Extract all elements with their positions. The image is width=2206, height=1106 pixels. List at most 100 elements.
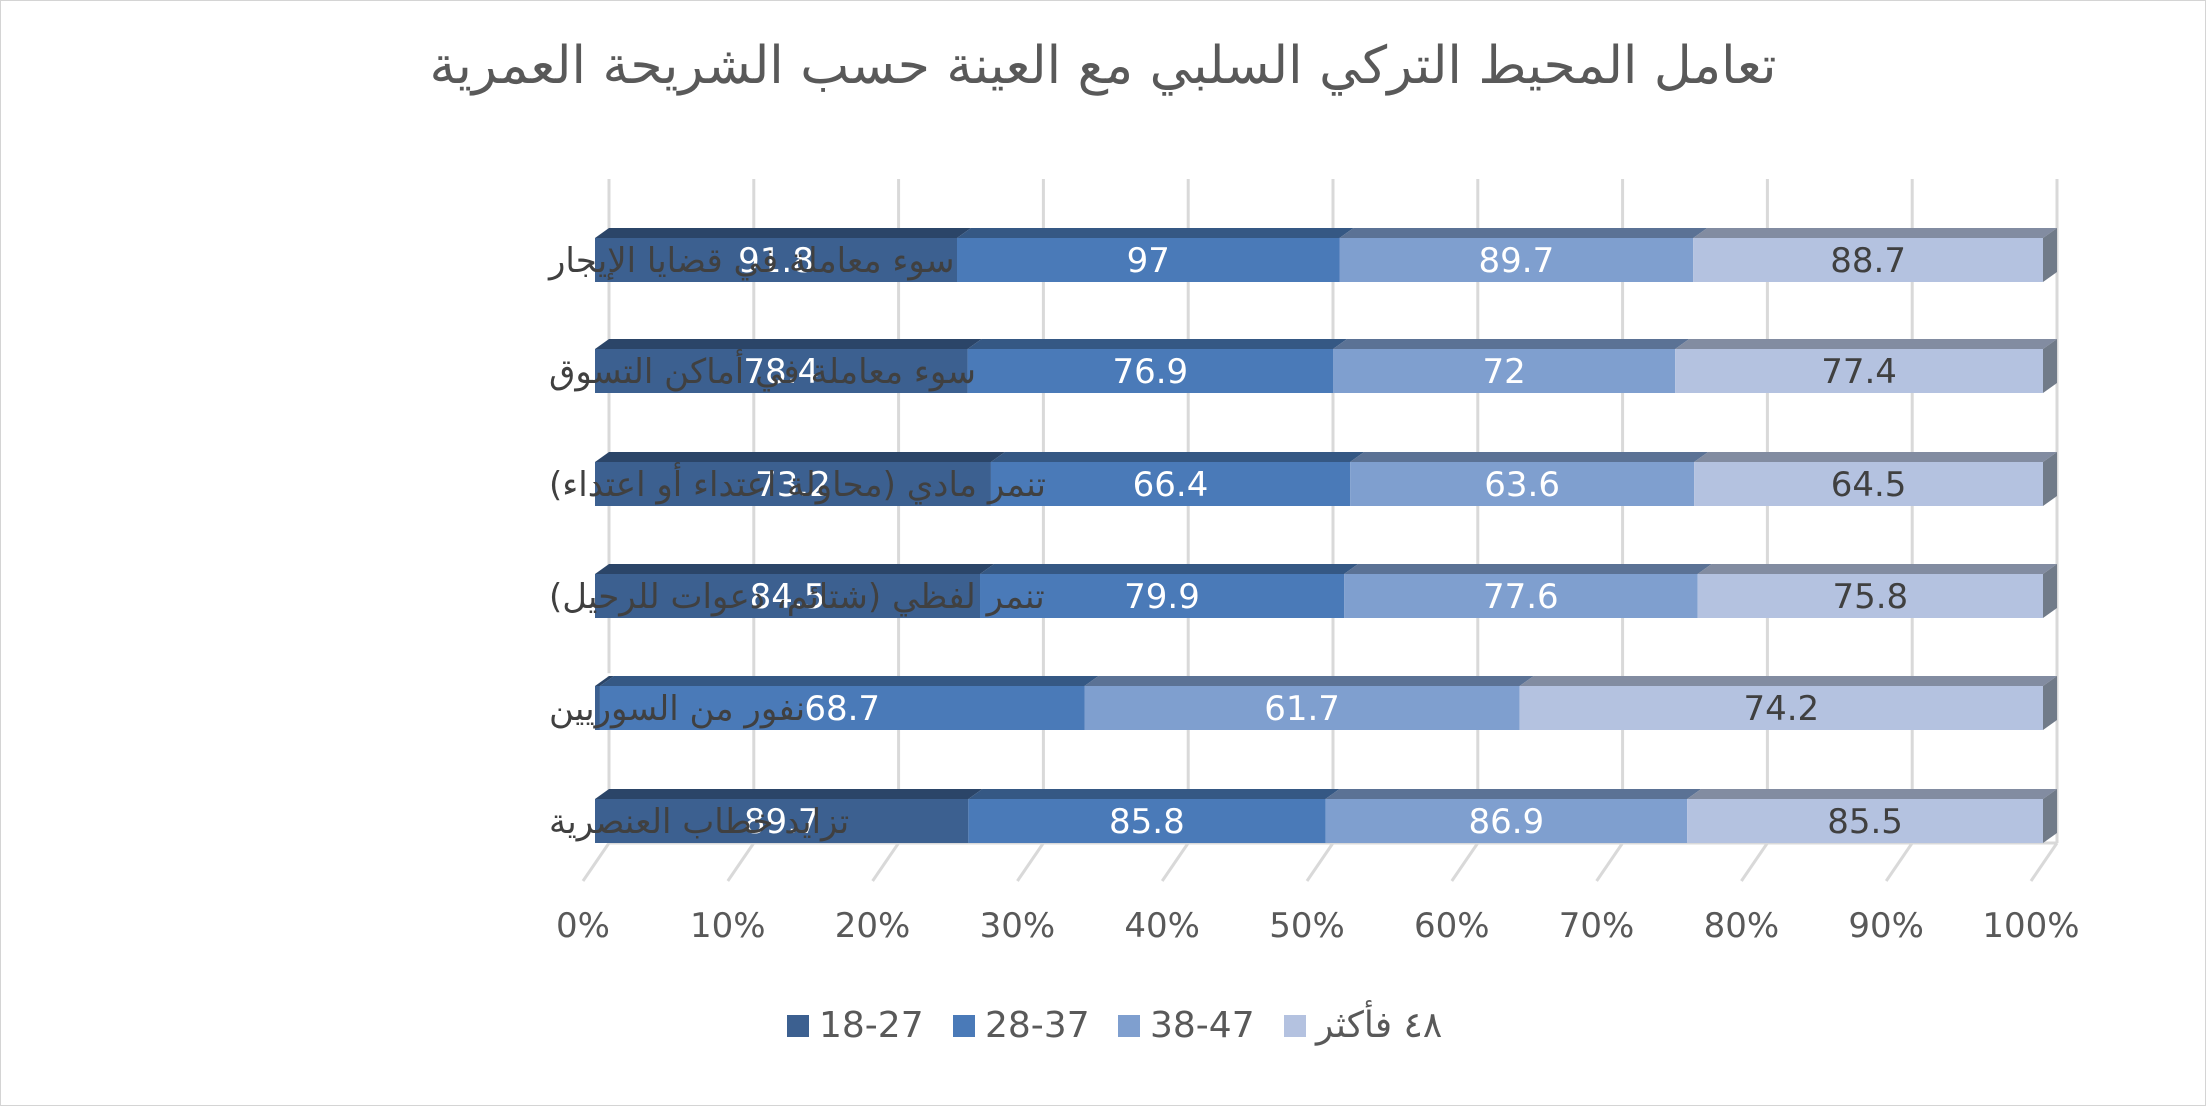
- data-label: 74.2: [1743, 689, 1819, 729]
- bar-segment-top: [1084, 676, 1534, 686]
- grid-floor-line: [1595, 842, 1624, 882]
- bar-side-face: [2043, 564, 2057, 618]
- legend: 18-27 28-37 38-47 ٤٨ فأكثر: [787, 1000, 1442, 1046]
- bar-segment-top: [595, 789, 983, 799]
- legend-swatch: [953, 1015, 975, 1037]
- data-label: 88.7: [1830, 241, 1906, 281]
- bar-segment: [595, 799, 969, 843]
- bar-segment-top: [968, 789, 1340, 799]
- grid-floor-line: [581, 842, 611, 882]
- bar-segment: [1339, 238, 1694, 282]
- x-tick-labels: 0% 10% 20% 30% 40% 50% 60% 70% 80% 90% 100%: [556, 906, 2080, 946]
- bar-side-face: [2043, 452, 2057, 506]
- category-label: تنمر لفظي (شتائم، دعوات للرحيل): [549, 577, 1045, 617]
- data-label: 63.6: [1484, 465, 1560, 505]
- bar-segment-top: [957, 228, 1354, 238]
- grid-floor-line: [871, 842, 900, 882]
- legend-swatch: [787, 1015, 809, 1037]
- bar-segment-top: [1687, 789, 2057, 799]
- x-tick-label: 30%: [980, 906, 1056, 946]
- x-tick-label: 70%: [1559, 906, 1635, 946]
- bar-segment: [595, 349, 968, 393]
- legend-item: 38-47: [1118, 1005, 1255, 1046]
- bar-segment: [595, 238, 957, 282]
- bar-segment-top: [990, 452, 1365, 462]
- legend-label: 28-37: [985, 1005, 1090, 1046]
- x-tick-label: 20%: [835, 906, 911, 946]
- bar-segment-top: [595, 564, 995, 574]
- bar-segment: [967, 349, 1334, 393]
- bar-segment: [1687, 799, 2043, 843]
- legend-swatch: [1118, 1015, 1140, 1037]
- bar-segment-top: [1675, 339, 2057, 349]
- data-label: 68.7: [804, 689, 880, 729]
- data-label: 84.5: [750, 577, 826, 617]
- bar-segment: [1675, 349, 2043, 393]
- legend-swatch: [1284, 1015, 1306, 1037]
- legend-item: ٤٨ فأكثر: [1284, 1000, 1442, 1046]
- data-label: 86.9: [1468, 802, 1544, 842]
- bar-segment-top: [1697, 564, 2057, 574]
- bar-segment-top: [1344, 564, 1712, 574]
- bar-segment: [1350, 462, 1695, 506]
- bar-segment-top: [1519, 676, 2057, 686]
- bar-segment-top: [1339, 228, 1708, 238]
- data-label: 89.7: [1479, 241, 1555, 281]
- bar-side-face: [2043, 228, 2057, 282]
- x-tick-label: 100%: [1982, 906, 2079, 946]
- chart-title: تعامل المحيط التركي السلبي مع العينة حسب…: [429, 36, 1776, 96]
- data-label: 72: [1482, 352, 1525, 392]
- category-label: سوء معاملة في قضايا الإيجار: [547, 241, 954, 281]
- bar-segment-top: [1325, 789, 1702, 799]
- bar-segment-top: [599, 676, 1099, 686]
- grid-floor-line: [2029, 842, 2059, 882]
- grid-floor-line: [1305, 842, 1335, 882]
- data-label: 79.9: [1124, 577, 1200, 617]
- x-tick-label: 90%: [1848, 906, 1924, 946]
- bar-segment: [1333, 349, 1676, 393]
- bar-segment-top: [595, 228, 971, 238]
- bar-segment-top: [595, 452, 1005, 462]
- grid-floor-line: [1016, 842, 1045, 882]
- data-label: 85.5: [1827, 802, 1903, 842]
- bar-segment: [1325, 799, 1688, 843]
- legend-item: 28-37: [953, 1005, 1090, 1046]
- bar-segment: [1344, 574, 1698, 618]
- category-label: تنمر مادي (محاولة اعتداء أو اعتداء): [549, 462, 1046, 505]
- gridlines: [581, 179, 2059, 882]
- category-label: سوء معاملة في أماكن التسوق: [549, 349, 976, 392]
- data-label: 66.4: [1133, 465, 1209, 505]
- bar-segment-top: [980, 564, 1359, 574]
- data-label: 75.8: [1832, 577, 1908, 617]
- category-label: تزايد خطاب العنصرية: [549, 802, 849, 842]
- bar-segment: [1519, 686, 2043, 730]
- legend-item: 18-27: [787, 1005, 924, 1046]
- bar-segment-top: [1694, 452, 2057, 462]
- bar-side-face: [2043, 789, 2057, 843]
- data-label: 77.4: [1821, 352, 1897, 392]
- bar-segment: [1697, 574, 2043, 618]
- bar-segment: [599, 686, 1085, 730]
- data-label: 91.8: [738, 241, 814, 281]
- x-tick-label: 40%: [1124, 906, 1200, 946]
- bars: 91.8 97 89.7 88.7 78.4 76.9 72 77.4 73.2 66.4 63.6…: [595, 228, 2057, 843]
- grid-floor-line: [1740, 842, 1769, 882]
- x-tick-label: 0%: [556, 906, 610, 946]
- category-labels: سوء معاملة في قضايا الإيجار سوء معاملة في…: [547, 241, 1046, 842]
- bar-segment-top: [1350, 452, 1709, 462]
- grid-floor-line: [1884, 842, 1914, 882]
- grid-floor-line: [1160, 842, 1190, 882]
- data-label: 97: [1127, 241, 1170, 281]
- bar-segment: [980, 574, 1345, 618]
- x-tick-label: 50%: [1269, 906, 1345, 946]
- legend-label: 38-47: [1150, 1005, 1255, 1046]
- bar-segment: [595, 686, 600, 730]
- x-tick-label: 60%: [1414, 906, 1490, 946]
- bar-segment: [595, 574, 981, 618]
- data-label: 89.7: [744, 802, 820, 842]
- x-tick-label: 80%: [1704, 906, 1780, 946]
- bar-segment: [957, 238, 1340, 282]
- data-label: 64.5: [1831, 465, 1907, 505]
